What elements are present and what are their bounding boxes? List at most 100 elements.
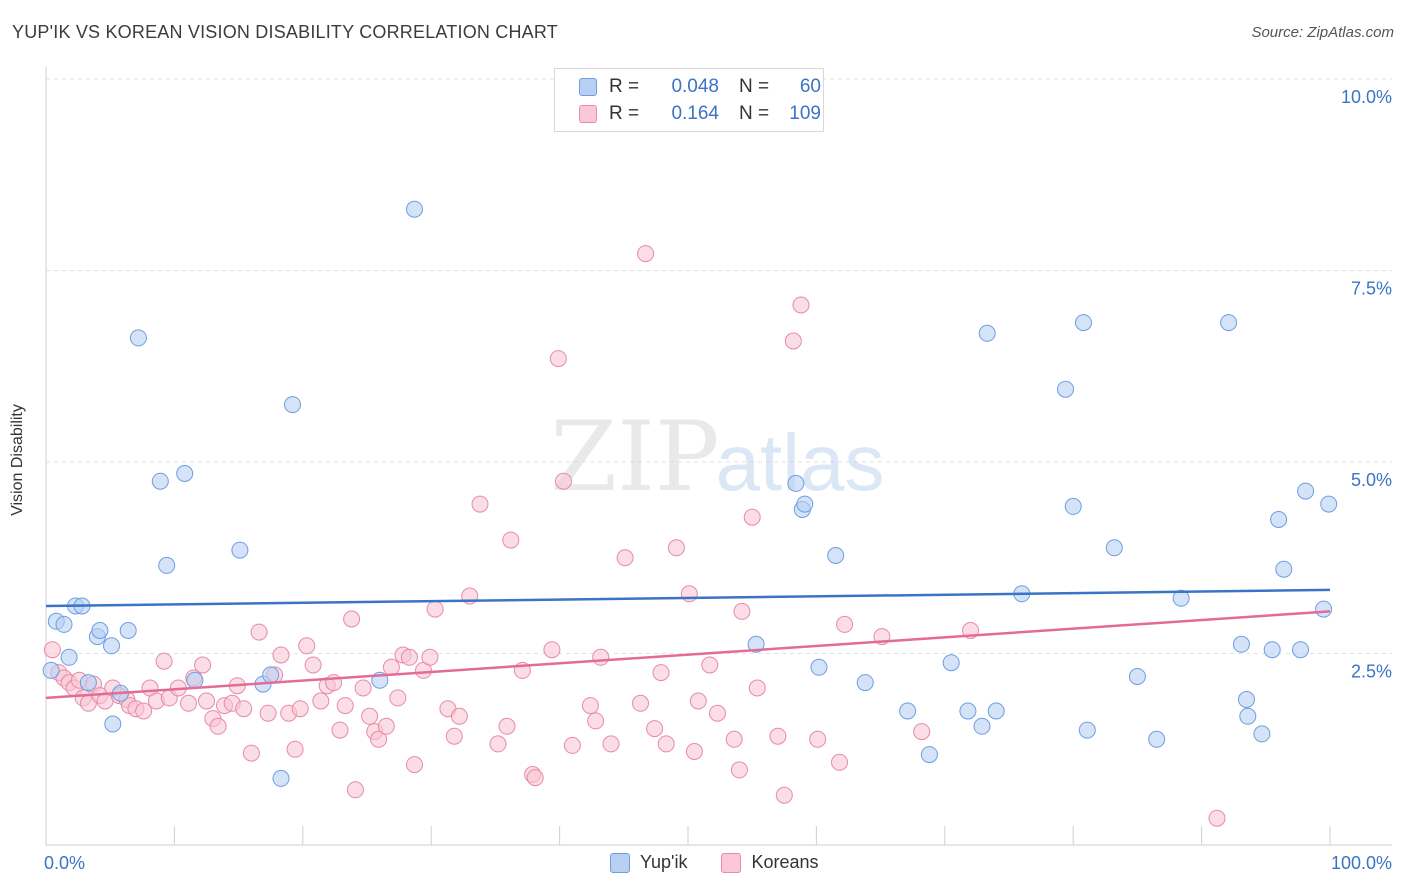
data-point: [291, 700, 309, 718]
data-point: [942, 654, 960, 672]
data-point: [701, 656, 719, 674]
legend-item-koreans[interactable]: Koreans: [721, 852, 819, 873]
data-point: [796, 495, 814, 513]
data-point: [592, 648, 610, 666]
data-point: [730, 761, 748, 779]
data-point: [104, 715, 122, 733]
source-label: Source: ZipAtlas.com: [1251, 24, 1394, 41]
data-point: [809, 730, 827, 748]
data-point: [498, 717, 516, 735]
data-point: [354, 679, 372, 697]
data-point: [748, 679, 766, 697]
y-tick-label: 7.5%: [1351, 279, 1392, 299]
data-point: [1078, 721, 1096, 739]
data-point: [262, 666, 280, 684]
data-point: [194, 656, 212, 674]
data-point: [1105, 539, 1123, 557]
data-point: [784, 332, 802, 350]
legend-swatch-koreans: [721, 852, 742, 873]
data-point: [856, 674, 874, 692]
data-point: [60, 648, 78, 666]
data-point: [1239, 707, 1257, 725]
data-point: [445, 727, 463, 745]
data-point: [298, 637, 316, 655]
data-point: [1315, 600, 1333, 618]
data-point: [284, 396, 301, 414]
data-point: [616, 549, 634, 567]
data-point: [235, 700, 253, 718]
data-point: [792, 296, 810, 314]
data-point: [151, 472, 169, 490]
data-point: [787, 474, 805, 492]
data-point: [1297, 482, 1315, 500]
legend-r-label: R =: [609, 76, 640, 97]
data-point: [186, 671, 204, 689]
data-point: [389, 689, 407, 707]
data-point: [587, 712, 605, 730]
koreans-points: [43, 245, 1226, 827]
data-point: [176, 465, 194, 482]
data-point: [346, 781, 364, 799]
data-point: [158, 556, 176, 574]
data-point: [370, 730, 388, 748]
data-point: [1263, 641, 1281, 659]
data-point: [312, 692, 330, 710]
legend-row-koreans: R = 0.164 N = 109: [579, 103, 821, 125]
legend-r-value: 0.048: [671, 76, 719, 97]
data-point: [775, 786, 793, 804]
y-tick-label: 10.0%: [1341, 87, 1392, 107]
data-point: [1075, 314, 1092, 332]
legend-swatch-yupik: [579, 78, 597, 96]
data-point: [689, 692, 707, 710]
data-point: [743, 508, 761, 526]
data-point: [1208, 809, 1226, 827]
trend-lines: [45, 588, 1331, 700]
data-point: [827, 547, 845, 564]
data-point: [543, 641, 561, 659]
legend-n-label: N =: [739, 76, 770, 97]
data-point: [978, 324, 996, 342]
data-point: [667, 539, 685, 557]
data-point: [343, 610, 361, 628]
data-point: [637, 245, 655, 263]
data-point: [135, 702, 153, 720]
legend-n-label: N =: [739, 103, 770, 124]
data-point: [526, 769, 544, 787]
data-point: [259, 704, 277, 722]
data-point: [646, 720, 664, 738]
data-point: [79, 674, 97, 692]
legend-r-value: 0.164: [671, 103, 719, 124]
data-point: [119, 622, 137, 639]
data-point: [747, 635, 765, 653]
data-point: [250, 623, 268, 641]
watermark-atlas: atlas: [716, 418, 885, 507]
data-point: [336, 697, 354, 715]
data-point: [632, 694, 649, 712]
data-point: [899, 702, 917, 720]
data-point: [657, 735, 675, 753]
data-point: [581, 697, 599, 715]
data-point: [563, 736, 581, 754]
data-point: [831, 753, 848, 771]
legend-r-label: R =: [609, 103, 640, 124]
legend-label-yupik: Yup'ik: [640, 852, 688, 872]
yupik-points: [42, 200, 1338, 787]
data-point: [913, 723, 931, 741]
data-point: [733, 602, 751, 620]
data-point: [709, 704, 726, 722]
data-point: [91, 622, 109, 639]
data-point: [920, 746, 938, 764]
watermark: ZIP atlas: [550, 401, 884, 513]
trend-line: [45, 588, 1331, 608]
data-point: [155, 652, 173, 670]
legend-item-yupik[interactable]: Yup'ik: [610, 852, 687, 873]
legend-row-yupik: R = 0.048 N = 60: [579, 76, 821, 98]
data-point: [55, 615, 73, 633]
data-point: [421, 648, 439, 666]
data-point: [406, 200, 423, 218]
correlation-legend: R = 0.048 N = 60 R = 0.164 N = 109: [554, 68, 824, 132]
data-point: [1320, 495, 1338, 513]
data-point: [426, 600, 444, 618]
y-tick-label: 5.0%: [1351, 470, 1392, 490]
